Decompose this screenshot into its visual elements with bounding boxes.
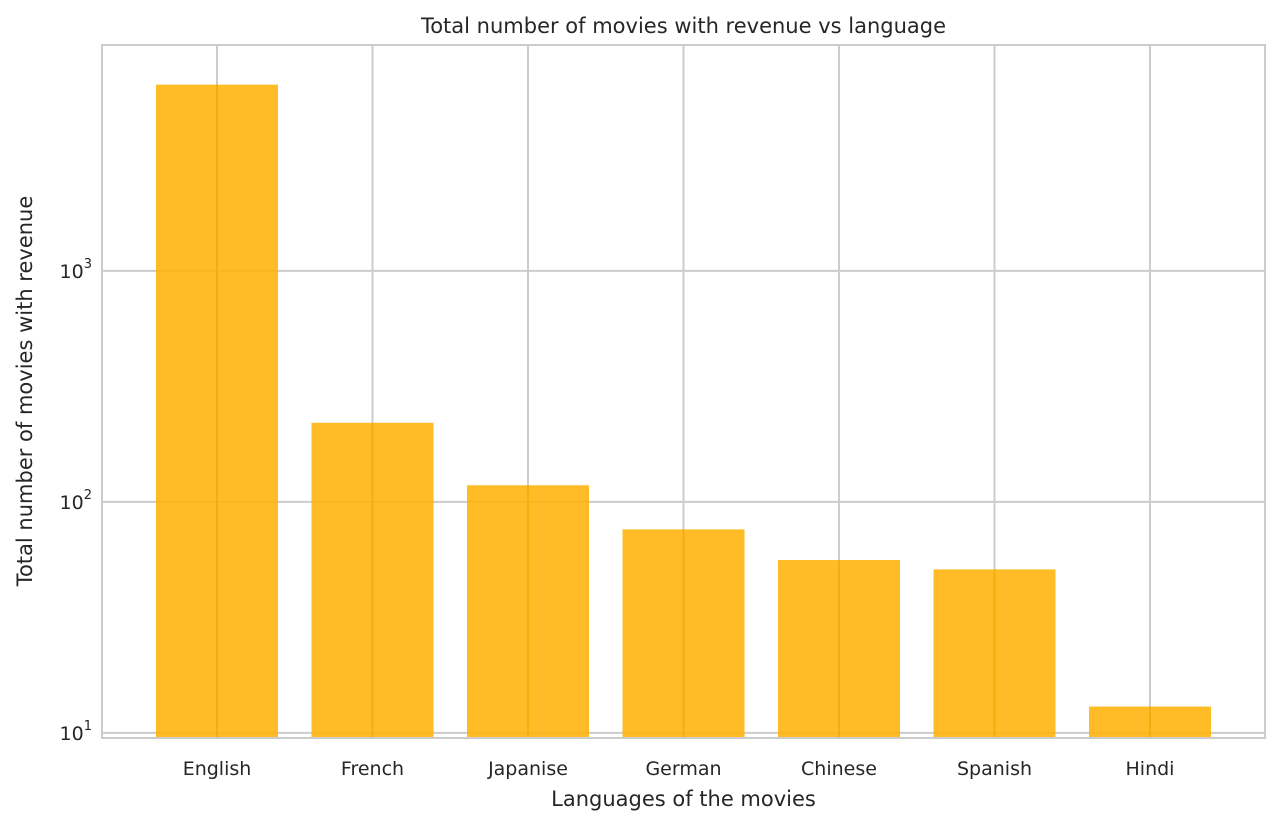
x-tick-label: German [645, 758, 721, 780]
x-tick-label: French [341, 758, 404, 780]
y-tick-labels: 101 102 103 [60, 257, 92, 745]
x-tick-label: Hindi [1126, 758, 1175, 780]
x-tick-label: Chinese [801, 758, 877, 780]
x-tick-label: English [183, 758, 252, 780]
plot-frame [101, 44, 1266, 739]
x-axis-label: Languages of the movies [551, 787, 816, 811]
x-tick-label: Spanish [957, 758, 1032, 780]
grid-lines-overlay [216, 84, 1151, 738]
x-tick-label: Japanise [487, 758, 568, 780]
y-tick-label: 101 [60, 719, 92, 745]
x-tick-labels: English French Japanise German Chinese Spanis… [183, 758, 1175, 780]
y-axis-label: Total number of movies with revenue [13, 196, 37, 588]
chart-title: Total number of movies with revenue vs l… [420, 14, 946, 38]
y-tick-label: 103 [60, 257, 92, 283]
y-tick-label: 102 [60, 488, 92, 514]
